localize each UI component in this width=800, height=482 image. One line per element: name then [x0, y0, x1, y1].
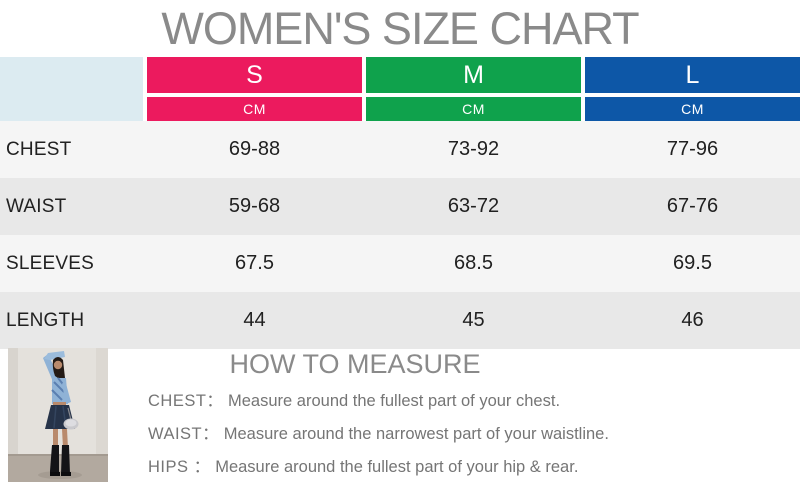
unit-cell-l: CM	[585, 97, 800, 121]
measure-text: Measure around the fullest part of your …	[215, 458, 579, 476]
corner-cell	[0, 57, 143, 121]
cell-sleeves-m: 68.5	[454, 252, 493, 274]
cell-waist-m: 63-72	[447, 195, 500, 217]
measure-text: Measure around the fullest part of your …	[228, 392, 561, 410]
cell-chest-s: 69-88	[228, 138, 281, 160]
table-row-sleeves: SLEEVES 67.5 68.5 69.5	[0, 235, 800, 292]
table-row-length: LENGTH 44 45 46	[0, 292, 800, 349]
cell-waist-s: 59-68	[228, 195, 281, 217]
size-table-body: CHEST 69-88 73-92 77-96 WAIST 59-68 63-7…	[0, 121, 800, 349]
measure-line-hips: HIPS ： Measure around the fullest part o…	[148, 453, 578, 477]
measure-text: Measure around the narrowest part of you…	[223, 425, 609, 443]
cell-length-m: 45	[462, 309, 485, 331]
size-header-m: M	[366, 57, 581, 93]
measure-heading: HOW TO MEASURE	[229, 349, 481, 379]
size-header-s: S	[147, 57, 362, 93]
cell-chest-l: 77-96	[666, 138, 719, 160]
table-row-waist: WAIST 59-68 63-72 67-76	[0, 178, 800, 235]
table-row-chest: CHEST 69-88 73-92 77-96	[0, 121, 800, 178]
unit-cell-s: CM	[147, 97, 362, 121]
how-to-measure-section: HOW TO MEASURE CHEST： Measure around the…	[0, 348, 800, 482]
page-title: WOMEN'S SIZE CHART	[161, 3, 639, 54]
measure-label: CHEST：	[148, 392, 224, 410]
cell-sleeves-l: 69.5	[673, 252, 712, 274]
model-photo-illustration	[8, 348, 108, 482]
model-photo	[8, 348, 108, 482]
cell-length-l: 46	[681, 309, 704, 331]
cell-chest-m: 73-92	[447, 138, 500, 160]
measure-line-chest: CHEST： Measure around the fullest part o…	[148, 387, 560, 411]
unit-cell-m: CM	[366, 97, 581, 121]
cell-length-s: 44	[243, 309, 266, 331]
size-table-header: S M L CM CM CM	[0, 57, 800, 121]
size-header-l: L	[585, 57, 800, 93]
measure-instructions: HOW TO MEASURE CHEST： Measure around the…	[110, 348, 800, 482]
row-label: CHEST	[6, 138, 72, 160]
measure-line-waist: WAIST： Measure around the narrowest part…	[148, 420, 609, 444]
row-label: WAIST	[6, 195, 67, 217]
measure-label: HIPS ：	[148, 458, 211, 476]
cell-sleeves-s: 67.5	[235, 252, 274, 274]
row-label: SLEEVES	[6, 252, 95, 274]
row-label: LENGTH	[6, 309, 85, 331]
measure-label: WAIST：	[148, 425, 220, 443]
cell-waist-l: 67-76	[666, 195, 719, 217]
